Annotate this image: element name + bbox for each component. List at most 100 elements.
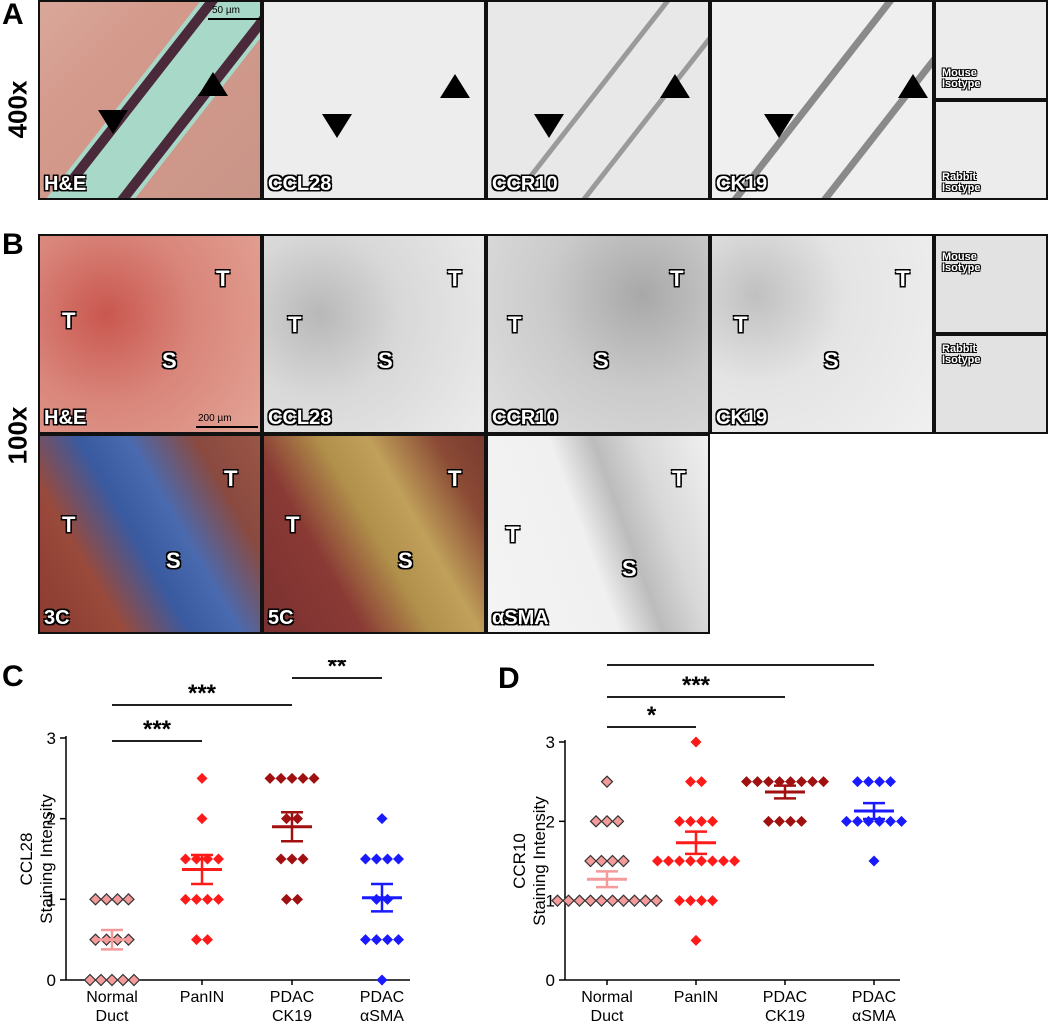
duct-stain (557, 2, 708, 198)
region-stroma: S (378, 348, 393, 373)
arrowhead-icon (764, 114, 794, 138)
region-tumor: T (62, 512, 76, 537)
x-tick-label: PDAC CK19 (763, 989, 807, 1025)
data-point (896, 815, 907, 827)
data-point (308, 772, 320, 784)
data-point (100, 892, 113, 906)
data-point (376, 974, 388, 986)
data-point (116, 973, 130, 987)
data-point (796, 815, 807, 827)
data-point (202, 893, 213, 905)
region-tumor: T (288, 312, 302, 337)
significance-label: ** (731, 660, 750, 667)
tile-label: CK19 (716, 173, 768, 195)
data-point (281, 893, 292, 905)
data-point (213, 853, 224, 865)
data-point (297, 772, 309, 784)
data-point (584, 894, 597, 908)
data-point (774, 776, 785, 788)
data-point (663, 855, 674, 867)
arrowhead-icon (660, 74, 690, 98)
scale-bar (208, 18, 260, 20)
tile-a-ccl28: CCL28 (262, 0, 486, 200)
data-point (763, 776, 774, 788)
significance-label: * (647, 702, 657, 729)
data-point (94, 973, 108, 987)
data-point (191, 853, 202, 865)
arrowhead-icon (98, 110, 128, 134)
data-point (600, 814, 614, 828)
data-point (617, 854, 630, 868)
data-point (674, 815, 685, 827)
data-point (650, 894, 663, 908)
data-point (111, 892, 124, 906)
y-axis-label-text: CCR10Staining Intensity (510, 796, 549, 926)
arrowhead-icon (534, 114, 564, 138)
data-point (360, 934, 371, 946)
region-tumor: T (216, 266, 230, 291)
scale-bar (196, 426, 258, 428)
isotype-label: Mouse Isotype (942, 251, 981, 274)
tile-b-rabbit-isotype: Rabbit Isotype (934, 334, 1048, 434)
tile-b-ccr10: T T S CCR10 (486, 234, 710, 434)
data-point (718, 855, 729, 867)
data-point (286, 853, 298, 865)
data-point (196, 813, 208, 825)
region-tumor: T (506, 522, 520, 547)
x-tick-label: PDAC αSMA (360, 989, 405, 1025)
region-stroma: S (166, 548, 181, 573)
data-point (674, 895, 685, 907)
significance-label: ** (328, 660, 347, 680)
tile-b-asma: T T S αSMA (486, 434, 710, 634)
data-point (807, 776, 818, 788)
x-tick-label: PDAC CK19 (270, 989, 314, 1025)
data-point (606, 854, 619, 868)
data-point (297, 853, 309, 865)
data-point (589, 814, 603, 828)
region-stroma: S (594, 348, 609, 373)
data-point (191, 934, 202, 946)
data-point (213, 893, 224, 905)
tile-b-3c: T T S 3C (38, 434, 262, 634)
data-point (639, 894, 652, 908)
region-stroma: S (162, 348, 177, 373)
x-tick-label: Normal Duct (86, 989, 138, 1025)
data-point (595, 854, 608, 868)
data-point (584, 854, 597, 868)
data-point (874, 815, 885, 827)
data-point (292, 813, 303, 825)
data-point (382, 934, 393, 946)
panel-b-letter: B (2, 228, 24, 261)
y-tick-label: 2 (47, 810, 56, 829)
data-point (707, 855, 718, 867)
x-tick-label: PanIN (180, 989, 224, 1006)
x-tick-label: PanIN (674, 989, 718, 1006)
y-axis-label: CCR10Staining Intensity (510, 796, 549, 926)
region-stroma: S (824, 348, 839, 373)
y-tick-label: 1 (546, 892, 555, 911)
region-tumor: T (62, 308, 76, 333)
data-point (371, 853, 382, 865)
chart-ccr10: 0 1 2 3 CCR10Staining Intensity Normal Duct Pan… (510, 660, 907, 1025)
data-point (707, 815, 718, 827)
data-point (376, 813, 388, 825)
data-point (286, 772, 298, 784)
data-point (551, 894, 564, 908)
data-point (785, 776, 796, 788)
data-point (729, 855, 740, 867)
tile-label: 3C (44, 607, 70, 629)
data-point (690, 934, 702, 946)
y-axis-label: CCL28Staining Intensity (17, 794, 56, 924)
x-tick-label: Normal Duct (581, 989, 633, 1025)
region-tumor: T (896, 266, 910, 291)
arrowhead-icon (198, 72, 228, 96)
data-point (371, 934, 382, 946)
y-axis-label-text: CCL28Staining Intensity (17, 794, 56, 924)
y-tick-label: 1 (47, 890, 56, 909)
data-point (696, 815, 707, 827)
data-point (122, 892, 135, 906)
tile-a-ck19: CK19 (710, 0, 934, 200)
data-point (852, 776, 863, 788)
tile-b-ccl28: T T S CCL28 (262, 234, 486, 434)
region-tumor: T (448, 466, 462, 491)
